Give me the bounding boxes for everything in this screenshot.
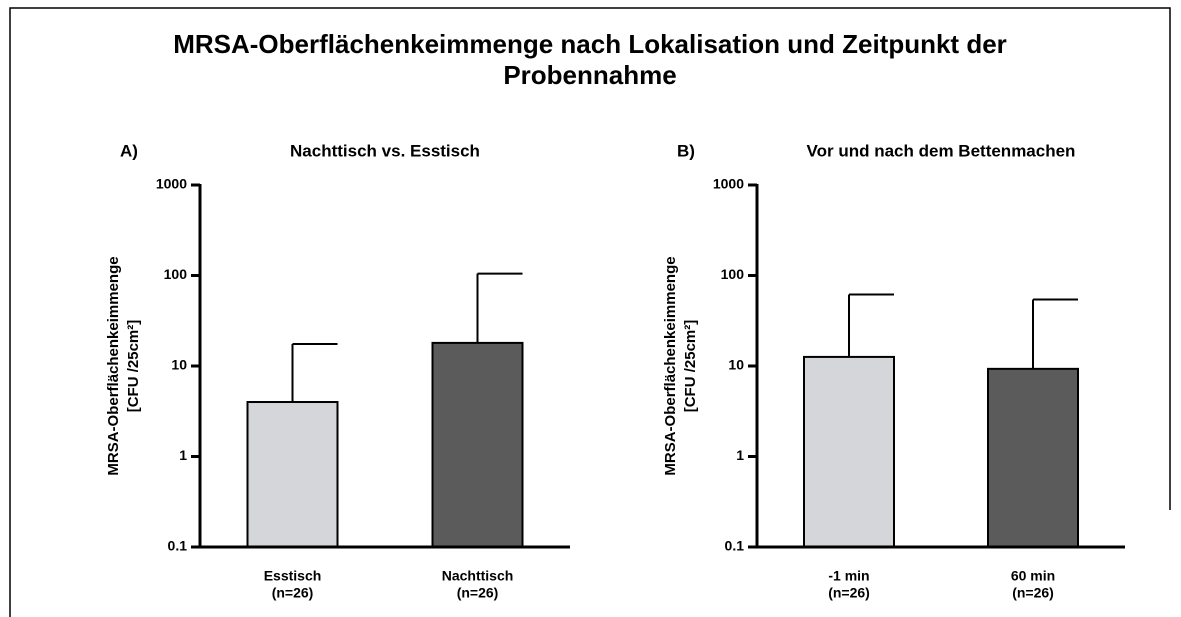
y-axis-label: MRSA-Oberflächenkeimmenge: [105, 256, 122, 475]
chart-title: Vor und nach dem Bettenmachen: [807, 141, 1076, 160]
y-axis-label: [CFU /25cm²]: [682, 320, 699, 413]
y-axis-label: [CFU /25cm²]: [125, 320, 142, 413]
y-tick-label: 100: [164, 266, 188, 282]
y-tick-label: 1000: [713, 176, 744, 192]
bar: [431, 341, 524, 548]
y-axis-label: MRSA-Oberflächenkeimmenge: [662, 256, 679, 475]
x-tick-label: (n=26): [828, 585, 870, 601]
y-tick-label: 1000: [156, 176, 187, 192]
frame: [9, 7, 1171, 617]
y-tick-label: 1: [179, 447, 187, 463]
y-tick-label: 100: [721, 266, 745, 282]
bar: [246, 401, 339, 549]
x-tick-label: (n=26): [457, 585, 499, 601]
x-tick-label: (n=26): [1012, 585, 1054, 601]
x-tick-label: Nachttisch: [442, 568, 514, 584]
y-tick-label: 1: [736, 447, 744, 463]
figure-title: MRSA-Oberflächenkeimmenge nach Lokalisat…: [173, 29, 1007, 59]
chart-title: Nachttisch vs. Esstisch: [290, 141, 480, 160]
y-tick-label: 10: [171, 357, 187, 373]
y-tick-label: 0.1: [168, 538, 188, 554]
y-tick-label: 10: [728, 357, 744, 373]
x-tick-label: Esstisch: [264, 568, 322, 584]
x-tick-label: -1 min: [828, 568, 869, 584]
bar: [987, 367, 1079, 548]
x-tick-label: (n=26): [272, 585, 314, 601]
panel-label: B): [677, 141, 695, 160]
y-tick-label: 0.1: [725, 538, 745, 554]
x-tick-label: 60 min: [1011, 568, 1055, 584]
panel-label: A): [120, 141, 138, 160]
bar: [803, 355, 895, 549]
figure-title: Probennahme: [503, 60, 676, 90]
